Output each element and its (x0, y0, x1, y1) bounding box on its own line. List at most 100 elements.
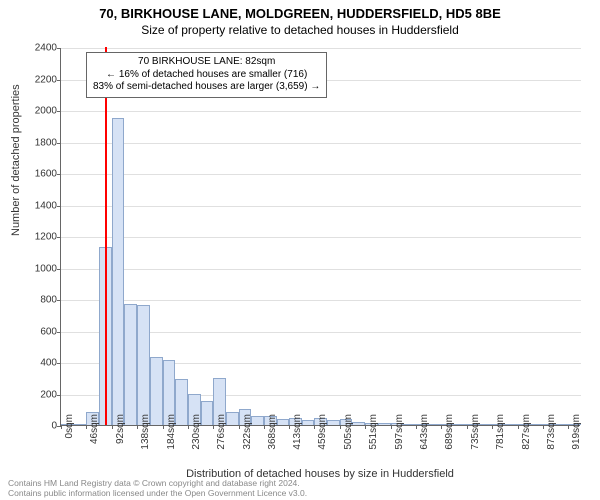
y-tick-label: 1000 (25, 263, 57, 274)
x-tick-label: 459sqm (317, 414, 328, 454)
x-tick-mark (518, 425, 519, 429)
histogram-bar (327, 420, 340, 426)
x-tick-mark (365, 425, 366, 429)
x-tick-label: 689sqm (444, 414, 455, 454)
x-tick-mark (264, 425, 265, 429)
x-tick-label: 827sqm (521, 414, 532, 454)
histogram-bar (403, 424, 416, 425)
x-tick-label: 322sqm (242, 414, 253, 454)
histogram-bar (175, 379, 188, 425)
gridline (61, 174, 581, 175)
x-tick-mark (188, 425, 189, 429)
y-tick-mark (57, 363, 61, 364)
chart-title-sub: Size of property relative to detached ho… (0, 21, 600, 37)
x-tick-label: 0sqm (64, 414, 75, 454)
histogram-bar (74, 424, 87, 425)
y-tick-label: 400 (25, 358, 57, 369)
x-tick-label: 230sqm (191, 414, 202, 454)
y-tick-label: 1400 (25, 200, 57, 211)
x-tick-mark (543, 425, 544, 429)
y-tick-mark (57, 174, 61, 175)
x-tick-label: 919sqm (571, 414, 582, 454)
histogram-bar (505, 424, 518, 425)
x-tick-mark (163, 425, 164, 429)
info-line-2: ← 16% of detached houses are smaller (71… (93, 69, 320, 82)
x-tick-label: 643sqm (419, 414, 430, 454)
info-box: 70 BIRKHOUSE LANE: 82sqm ← 16% of detach… (86, 52, 327, 98)
y-tick-mark (57, 143, 61, 144)
x-tick-label: 92sqm (115, 414, 126, 454)
footer-attribution: Contains HM Land Registry data © Crown c… (8, 479, 307, 498)
x-tick-mark (239, 425, 240, 429)
x-tick-mark (416, 425, 417, 429)
histogram-bar (302, 420, 315, 426)
x-tick-label: 781sqm (495, 414, 506, 454)
x-tick-mark (467, 425, 468, 429)
x-tick-mark (340, 425, 341, 429)
y-tick-mark (57, 48, 61, 49)
histogram-bar (137, 305, 150, 425)
histogram-bar (124, 304, 137, 425)
x-tick-mark (61, 425, 62, 429)
y-tick-mark (57, 300, 61, 301)
y-tick-label: 1200 (25, 232, 57, 243)
info-line-3: 83% of semi-detached houses are larger (… (93, 81, 320, 94)
gridline (61, 206, 581, 207)
gridline (61, 237, 581, 238)
histogram-bar (201, 401, 214, 425)
chart-title-main: 70, BIRKHOUSE LANE, MOLDGREEN, HUDDERSFI… (0, 0, 600, 21)
y-tick-mark (57, 206, 61, 207)
gridline (61, 269, 581, 270)
histogram-bar (556, 424, 569, 425)
x-tick-label: 597sqm (394, 414, 405, 454)
histogram-bar (112, 118, 125, 425)
x-tick-mark (441, 425, 442, 429)
y-tick-label: 2200 (25, 74, 57, 85)
gridline (61, 143, 581, 144)
x-tick-label: 505sqm (343, 414, 354, 454)
plot-region: 0200400600800100012001400160018002000220… (60, 48, 580, 426)
histogram-bar (352, 422, 365, 425)
histogram-bar (378, 423, 391, 425)
y-tick-mark (57, 269, 61, 270)
gridline (61, 48, 581, 49)
histogram-bar (251, 416, 264, 425)
x-tick-label: 184sqm (166, 414, 177, 454)
y-tick-mark (57, 332, 61, 333)
x-tick-label: 413sqm (292, 414, 303, 454)
x-tick-mark (112, 425, 113, 429)
x-tick-label: 551sqm (368, 414, 379, 454)
x-tick-mark (391, 425, 392, 429)
y-tick-label: 200 (25, 389, 57, 400)
y-tick-mark (57, 111, 61, 112)
info-line-1: 70 BIRKHOUSE LANE: 82sqm (93, 56, 320, 69)
y-axis-label: Number of detached properties (10, 84, 22, 236)
y-tick-label: 1800 (25, 137, 57, 148)
x-tick-mark (568, 425, 569, 429)
x-tick-label: 368sqm (267, 414, 278, 454)
x-tick-mark (314, 425, 315, 429)
y-tick-label: 2000 (25, 106, 57, 117)
histogram-bar (530, 424, 543, 425)
footer-line-2: Contains public information licensed und… (8, 489, 307, 498)
histogram-bar (150, 357, 163, 425)
x-tick-mark (213, 425, 214, 429)
x-tick-mark (289, 425, 290, 429)
y-tick-label: 2400 (25, 43, 57, 54)
x-tick-mark (137, 425, 138, 429)
x-tick-label: 873sqm (546, 414, 557, 454)
y-tick-mark (57, 80, 61, 81)
histogram-bar (429, 424, 442, 425)
x-tick-label: 46sqm (89, 414, 100, 454)
x-tick-label: 138sqm (140, 414, 151, 454)
y-tick-mark (57, 395, 61, 396)
gridline (61, 300, 581, 301)
x-tick-mark (86, 425, 87, 429)
histogram-bar (277, 419, 289, 425)
histogram-bar (454, 424, 467, 425)
x-tick-label: 276sqm (216, 414, 227, 454)
y-tick-label: 0 (25, 421, 57, 432)
y-tick-label: 800 (25, 295, 57, 306)
y-tick-label: 600 (25, 326, 57, 337)
y-tick-mark (57, 237, 61, 238)
